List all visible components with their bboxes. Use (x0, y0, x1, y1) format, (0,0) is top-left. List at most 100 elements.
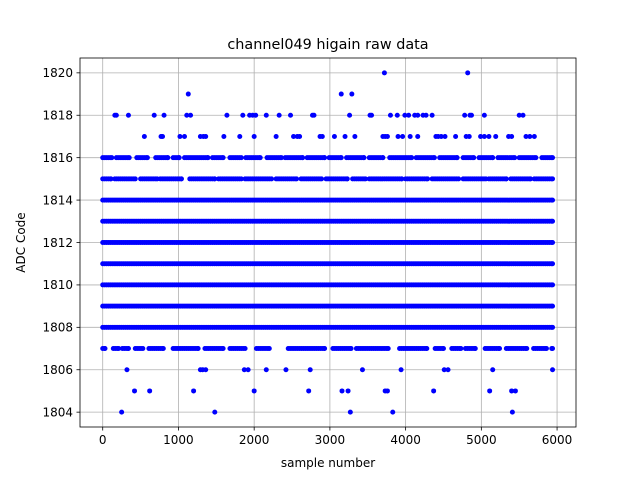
data-point (124, 367, 130, 373)
data-point (490, 367, 496, 373)
data-point (344, 176, 350, 182)
data-point (481, 112, 487, 118)
data-point (102, 346, 108, 352)
data-point (306, 388, 312, 394)
data-point (486, 133, 492, 139)
data-point (144, 155, 150, 161)
data-point (478, 133, 484, 139)
data-point (424, 346, 430, 352)
data-point (380, 155, 386, 161)
data-point (438, 133, 444, 139)
data-point (160, 133, 166, 139)
data-point (331, 133, 337, 139)
data-point (257, 155, 263, 161)
data-point (472, 346, 478, 352)
data-point (509, 133, 515, 139)
data-point (550, 282, 556, 288)
y-tick-label: 1814 (42, 193, 73, 207)
data-point (125, 346, 131, 352)
data-point (240, 112, 246, 118)
data-point (550, 303, 556, 309)
data-point (342, 133, 348, 139)
data-point (466, 133, 472, 139)
data-point (311, 112, 317, 118)
data-point (347, 112, 353, 118)
data-point (550, 218, 556, 224)
data-point (242, 346, 248, 352)
y-tick-label: 1810 (42, 278, 73, 292)
data-point (384, 388, 390, 394)
data-point (161, 112, 167, 118)
data-point (165, 155, 171, 161)
x-tick-label: 3000 (315, 433, 346, 447)
data-point (184, 112, 190, 118)
data-point (469, 112, 474, 118)
data-point (512, 155, 518, 161)
data-point (141, 133, 147, 139)
data-point (550, 346, 556, 352)
data-point (221, 133, 227, 139)
data-point (188, 112, 194, 118)
data-point (288, 112, 294, 118)
data-point (294, 176, 300, 182)
data-point (533, 155, 539, 161)
data-point (251, 133, 257, 139)
data-point (398, 367, 404, 373)
data-point (300, 155, 306, 161)
data-point (338, 91, 344, 97)
data-point (108, 176, 114, 182)
x-tick-label: 5000 (466, 433, 497, 447)
y-axis: 1804 1806 1808 1810 1812 1814 1816 1818 1820 (42, 66, 80, 419)
x-tick-label: 0 (99, 433, 107, 447)
data-point (523, 133, 529, 139)
data-point (238, 176, 244, 182)
data-point (369, 112, 375, 118)
data-point (241, 367, 247, 373)
data-point (220, 155, 226, 161)
data-points (100, 70, 556, 415)
data-point (132, 388, 138, 394)
data-point (352, 133, 358, 139)
y-tick-label: 1820 (42, 66, 73, 80)
y-tick-label: 1816 (42, 151, 73, 165)
data-point (527, 133, 533, 139)
data-point (191, 388, 197, 394)
data-point (151, 112, 157, 118)
data-point (362, 176, 368, 182)
data-point (462, 112, 468, 118)
y-tick-label: 1804 (42, 405, 73, 419)
data-point (490, 155, 496, 161)
data-point (147, 388, 153, 394)
data-point (399, 176, 405, 182)
data-point (385, 346, 391, 352)
data-point (531, 133, 537, 139)
data-point (381, 70, 387, 76)
data-point (445, 367, 451, 373)
data-point (203, 133, 209, 139)
data-point (359, 367, 365, 373)
data-point (441, 367, 447, 373)
data-point (543, 346, 549, 352)
data-point (220, 346, 226, 352)
data-point (195, 346, 201, 352)
data-point (550, 176, 556, 182)
data-point (512, 388, 518, 394)
data-point (263, 112, 269, 118)
data-point (415, 112, 421, 118)
data-point (524, 346, 530, 352)
data-point (126, 155, 132, 161)
data-point (109, 155, 115, 161)
data-point (338, 155, 344, 161)
data-point (237, 133, 243, 139)
data-point (176, 155, 182, 161)
data-point (407, 133, 413, 139)
data-point (339, 388, 345, 394)
data-point (400, 133, 406, 139)
data-point (442, 133, 448, 139)
data-point (140, 346, 146, 352)
data-point (361, 155, 367, 161)
data-point (283, 367, 289, 373)
data-point (415, 133, 421, 139)
